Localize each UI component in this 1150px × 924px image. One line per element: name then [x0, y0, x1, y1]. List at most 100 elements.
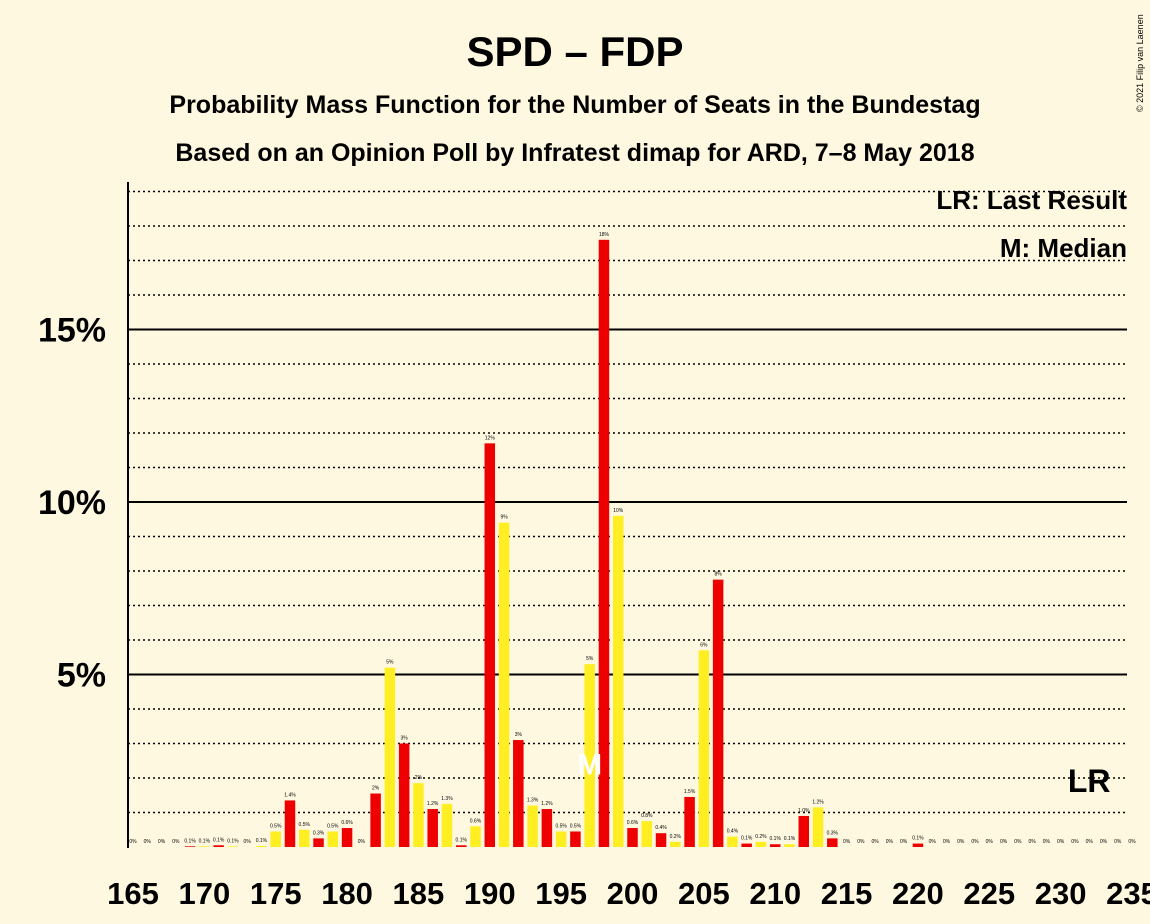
bar-182: [370, 793, 381, 847]
data-label-216: 0%: [857, 839, 865, 845]
data-label-187: 1.3%: [441, 796, 453, 802]
data-label-191: 9%: [500, 515, 508, 521]
data-label-202: 0.4%: [655, 825, 667, 831]
bar-191: [498, 522, 510, 847]
bar-200: [627, 828, 638, 847]
data-label-193: 1.3%: [527, 798, 539, 804]
data-label-204: 1.5%: [684, 789, 696, 795]
data-label-224: 0%: [971, 839, 979, 845]
data-label-174: 0.1%: [256, 838, 268, 844]
data-label-173: 0%: [244, 839, 252, 845]
data-label-168: 0%: [172, 839, 180, 845]
bar-172: [227, 846, 239, 847]
data-label-183: 5%: [386, 660, 394, 666]
bar-213: [812, 807, 824, 847]
y-tick-label: 5%: [57, 657, 106, 695]
data-label-211: 0.1%: [784, 836, 796, 842]
bar-183: [384, 667, 396, 847]
data-label-176: 1.4%: [284, 792, 296, 798]
data-label-210: 0.1%: [770, 836, 782, 842]
data-labels: 0% 0% 0% 0% 0.1% 0.1% 0.1% 0.1% 0% 0.1%0.5%1.4%0.…: [129, 232, 1136, 845]
data-label-235: 0%: [1128, 839, 1136, 845]
data-label-229: 0%: [1043, 839, 1051, 845]
x-tick-label: 210: [749, 876, 801, 911]
bar-171: [213, 845, 224, 847]
chart-source: Based on an Opinion Poll by Infratest di…: [175, 139, 974, 167]
data-label-203: 0.2%: [670, 834, 682, 840]
bar-199: [612, 515, 624, 847]
data-label-226: 0%: [1000, 839, 1008, 845]
data-label-166: 0%: [144, 839, 152, 845]
data-label-184: 3%: [401, 736, 409, 742]
data-label-221: 0%: [929, 839, 937, 845]
data-label-207: 0.4%: [727, 829, 739, 835]
x-tick-label: 230: [1035, 876, 1087, 911]
data-label-201: 0.8%: [641, 813, 653, 819]
data-label-186: 1.2%: [427, 801, 439, 807]
bar-204: [684, 796, 695, 847]
copyright-notice: © 2021 Filip van Laenen: [1135, 14, 1145, 112]
bar-179: [327, 831, 339, 847]
median-marker: M: [577, 749, 602, 782]
data-label-198: 18%: [599, 232, 610, 238]
bar-189: [470, 826, 481, 847]
x-tick-label: 200: [607, 876, 659, 911]
bar-187: [441, 803, 453, 847]
data-label-214: 0.3%: [827, 830, 839, 836]
bar-208: [741, 843, 752, 847]
bar-206: [712, 579, 724, 847]
data-label-234: 0%: [1114, 839, 1122, 845]
x-tick-label: 195: [535, 876, 587, 911]
data-label-199: 10%: [613, 508, 624, 514]
bar-196: [570, 831, 581, 847]
bar-198: [598, 239, 610, 848]
data-label-206: 8%: [715, 572, 723, 578]
data-label-190: 12%: [485, 435, 496, 441]
bar-207: [727, 836, 738, 847]
legend-last-result: LR: Last Result: [936, 185, 1127, 215]
bars: [184, 239, 924, 848]
bar-193: [527, 805, 538, 847]
x-tick-label: 225: [963, 876, 1015, 911]
bar-188: [455, 845, 467, 847]
data-label-209: 0.2%: [755, 834, 767, 840]
data-label-223: 0%: [957, 839, 965, 845]
bar-186: [427, 809, 438, 847]
data-label-217: 0%: [871, 839, 879, 845]
data-label-222: 0%: [943, 839, 951, 845]
data-label-208: 0.1%: [741, 836, 753, 842]
data-label-205: 6%: [700, 642, 708, 648]
data-label-228: 0%: [1028, 839, 1036, 845]
y-tick-label: 10%: [38, 484, 106, 522]
data-label-170: 0.1%: [199, 838, 211, 844]
x-tick-label: 220: [892, 876, 944, 911]
bar-180: [341, 828, 353, 847]
tick-labels: 5% 10% 15% 165 170 175 180 185 190 195 200 205 210 21…: [38, 312, 1150, 912]
bar-169: [184, 846, 196, 847]
data-label-212: 1.0%: [798, 808, 810, 814]
bar-210: [769, 844, 781, 847]
bar-220: [912, 843, 924, 847]
bar-185: [413, 783, 424, 847]
data-label-218: 0%: [886, 839, 894, 845]
x-tick-label: 180: [321, 876, 373, 911]
data-label-182: 2%: [372, 786, 380, 792]
data-label-213: 1.2%: [812, 799, 824, 805]
data-label-172: 0.1%: [227, 838, 239, 844]
x-tick-label: 175: [250, 876, 302, 911]
bar-214: [827, 838, 838, 847]
bar-175: [270, 831, 281, 847]
bar-178: [313, 838, 324, 847]
data-label-177: 0.5%: [299, 822, 311, 828]
bar-176: [284, 800, 296, 847]
data-label-165: 0%: [129, 839, 137, 845]
bar-209: [755, 841, 767, 847]
x-tick-label: 185: [393, 876, 445, 911]
data-label-167: 0%: [158, 839, 166, 845]
data-label-178: 0.3%: [313, 830, 325, 836]
bar-212: [798, 815, 810, 847]
legend-median: M: Median: [1000, 233, 1127, 263]
data-label-227: 0%: [1014, 839, 1022, 845]
